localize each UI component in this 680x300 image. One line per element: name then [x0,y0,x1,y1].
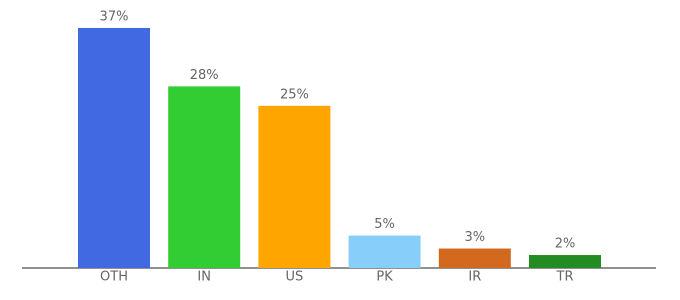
bar [258,105,331,269]
value-label: 25% [280,87,309,102]
value-label: 2% [555,237,576,252]
x-tick-label: TR [556,270,574,285]
value-label: 3% [464,230,485,245]
x-tick-label: US [286,270,304,285]
bar [78,28,150,268]
x-tick-label: OTH [100,270,128,285]
bar [438,248,511,268]
value-label: 37% [100,10,129,25]
value-label: 28% [190,68,219,83]
bar [168,86,241,268]
value-label: 5% [374,217,395,232]
bar [529,255,601,268]
x-tick-label: IR [468,270,481,285]
bar [348,235,421,268]
x-tick-label: PK [376,270,393,285]
x-tick-label: IN [197,270,211,285]
